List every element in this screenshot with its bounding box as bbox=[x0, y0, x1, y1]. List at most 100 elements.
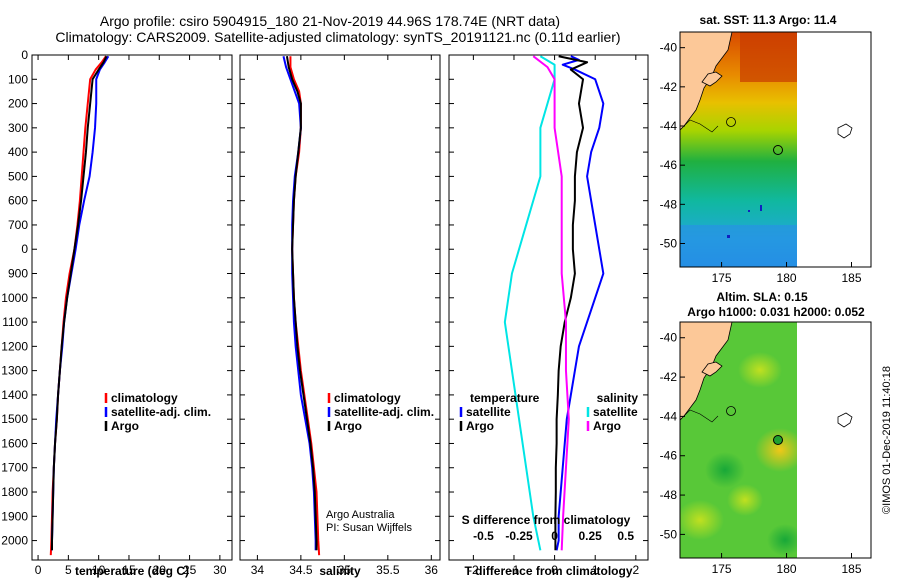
temperature-frame bbox=[31, 54, 233, 561]
temp-legend-label: climatology bbox=[111, 391, 178, 405]
sla-depth-contour bbox=[683, 409, 719, 423]
temperature-ytick-label: 1800 bbox=[1, 485, 28, 499]
difference-legend-right-title: salinity bbox=[597, 391, 639, 405]
temperature-panel: 0 5 10 15 20 25 300100200300400500600700090010… bbox=[1, 48, 233, 578]
sst_map-lat-label: -50 bbox=[660, 237, 678, 251]
sla-chatham-island bbox=[837, 412, 853, 428]
temperature-xtick-label: 0 bbox=[35, 563, 42, 577]
sst-depth-contour bbox=[683, 119, 719, 133]
sst-cool-patch bbox=[680, 225, 797, 267]
sla-map-title-line2: Argo h1000: 0.031 h2000: 0.052 bbox=[687, 305, 865, 319]
diff-left-legend-label: Argo bbox=[466, 419, 494, 433]
temperature-xtick-label: 5 bbox=[65, 563, 72, 577]
sla-island-a bbox=[726, 406, 736, 416]
temperature-ytick-label: 700 bbox=[8, 218, 28, 232]
temperature-ytick-label: 1100 bbox=[2, 315, 28, 329]
sst_map-lat-label: -44 bbox=[660, 119, 678, 133]
difference-panel: -2 -1 0 1 2T difference from climatology S di… bbox=[448, 54, 649, 578]
salinity-series-satellite-adj-clim- bbox=[282, 55, 317, 551]
sla-blob-lime-1 bbox=[680, 500, 724, 540]
temp-legend-label: Argo bbox=[111, 419, 139, 433]
difference-xtick-label: 0 bbox=[551, 563, 558, 577]
argo-float-sla bbox=[773, 435, 783, 445]
difference-xtick-label: -1 bbox=[509, 563, 520, 577]
sla-land-peninsula bbox=[701, 361, 723, 377]
sst-land-peninsula bbox=[701, 71, 723, 87]
salinity-series-argo bbox=[285, 56, 318, 551]
sst_map-lon-label: 175 bbox=[712, 271, 732, 285]
temperature-xtick-label: 25 bbox=[183, 563, 197, 577]
temperature-series-argo bbox=[51, 55, 108, 551]
sal-legend-label: satellite-adj. clim. bbox=[334, 405, 434, 419]
temperature-ytick-label: 200 bbox=[8, 97, 28, 111]
sst_map-lat-label: -42 bbox=[660, 80, 678, 94]
difference-xlabel-top: S difference from climatology bbox=[462, 513, 631, 527]
sla-map: Altim. SLA: 0.15 Argo h1000: 0.031 h2000… bbox=[660, 290, 872, 576]
difference-xtick-label: 2 bbox=[632, 563, 639, 577]
temperature-ytick-label: 500 bbox=[8, 169, 28, 183]
sla_map-lon-label: 175 bbox=[712, 562, 732, 576]
sst-warm-patch bbox=[740, 32, 797, 82]
sla-map-frame bbox=[679, 321, 872, 559]
sla-blob-yellow-1 bbox=[755, 428, 797, 472]
temperature-ytick-label: 400 bbox=[8, 145, 28, 159]
temperature-ytick-label: 600 bbox=[8, 194, 28, 208]
sla_map-lon-label: 185 bbox=[841, 562, 861, 576]
sst-map-ticks: 175 180 185 -40 -42 -44 -46 -48 -50 bbox=[660, 41, 862, 285]
sst-speck-1 bbox=[727, 235, 730, 238]
temperature-ytick-label: 1300 bbox=[1, 364, 28, 378]
sla_map-lat-label: -50 bbox=[660, 527, 678, 541]
temperature-series-climatology bbox=[49, 55, 107, 556]
diff-left-legend-label: satellite bbox=[466, 405, 511, 419]
temperature-xlabel: temperature (deg C) bbox=[75, 564, 189, 578]
temperature-ytick-label: 1900 bbox=[1, 509, 28, 523]
sst_map-lon-label: 185 bbox=[841, 271, 861, 285]
sla-blob-green-2 bbox=[767, 524, 797, 556]
temperature-xtick-label: 30 bbox=[213, 563, 227, 577]
sla-blob-lime-3 bbox=[727, 484, 763, 516]
temperature-ytick-label: 1700 bbox=[1, 461, 28, 475]
difference-xtick-top-label: 0.5 bbox=[617, 529, 634, 543]
salinity-xlabel: salinity bbox=[319, 564, 361, 578]
temperature-ytick-label: 2000 bbox=[1, 534, 28, 548]
imos-watermark: ©IMOS 01-Dec-2019 11:40:18 bbox=[881, 366, 893, 514]
difference-series-s-satellite bbox=[503, 55, 556, 551]
diff-right-legend-label: satellite bbox=[593, 405, 638, 419]
sla_map-lon-label: 180 bbox=[777, 562, 797, 576]
sla_map-lat-label: -42 bbox=[660, 370, 678, 384]
sla_map-lat-label: -46 bbox=[660, 449, 678, 463]
sla_map-lat-label: -40 bbox=[660, 331, 678, 345]
salinity-xtick-label: 34 bbox=[251, 563, 265, 577]
sla-map-title-line1: Altim. SLA: 0.15 bbox=[716, 290, 808, 304]
sla-blob-green-1 bbox=[705, 452, 745, 488]
difference-xlabel: T difference from climatology bbox=[464, 564, 632, 578]
temperature-xtick-label: 20 bbox=[153, 563, 167, 577]
sst-map-title: sat. SST: 11.3 Argo: 11.4 bbox=[700, 13, 837, 27]
sst_map-lat-label: -48 bbox=[660, 197, 678, 211]
sst-speck-2 bbox=[760, 205, 762, 211]
temperature-ytick-label: 0 bbox=[21, 242, 28, 256]
temperature-ytick-label: 1200 bbox=[1, 339, 28, 353]
difference-legend-left-title: temperature bbox=[470, 391, 540, 405]
difference-frame bbox=[448, 54, 649, 561]
salinity-panel: 34 34.5 35 35.5 36 salinity climatologysatelli… bbox=[239, 54, 441, 578]
sst-speck-3 bbox=[748, 210, 750, 212]
sla_map-lat-label: -48 bbox=[660, 488, 678, 502]
temperature-series-satellite-adj-clim- bbox=[51, 55, 110, 551]
temperature-ytick-label: 1400 bbox=[1, 388, 28, 402]
figure-title-line1: Argo profile: csiro 5904915_180 21-Nov-2… bbox=[100, 13, 560, 29]
temperature-ytick-label: 300 bbox=[8, 121, 28, 135]
sal-legend-label: climatology bbox=[334, 391, 401, 405]
sst-chatham-island bbox=[837, 123, 853, 139]
difference-xtick-top-label: -0.25 bbox=[505, 529, 533, 543]
difference-xtick-top-label: 0 bbox=[551, 529, 558, 543]
sst-island-a bbox=[726, 117, 736, 127]
salinity-frame bbox=[239, 54, 441, 561]
sla-map-ticks: 175 180 185 -40 -42 -44 -46 -48 -50 bbox=[660, 331, 862, 576]
sal-legend-label: Argo bbox=[334, 419, 362, 433]
difference-xtick-label: 1 bbox=[592, 563, 599, 577]
difference-xtick-top-label: -0.5 bbox=[473, 529, 494, 543]
diff-right-legend-label: Argo bbox=[593, 419, 621, 433]
temperature-ytick-label: 1600 bbox=[1, 436, 28, 450]
